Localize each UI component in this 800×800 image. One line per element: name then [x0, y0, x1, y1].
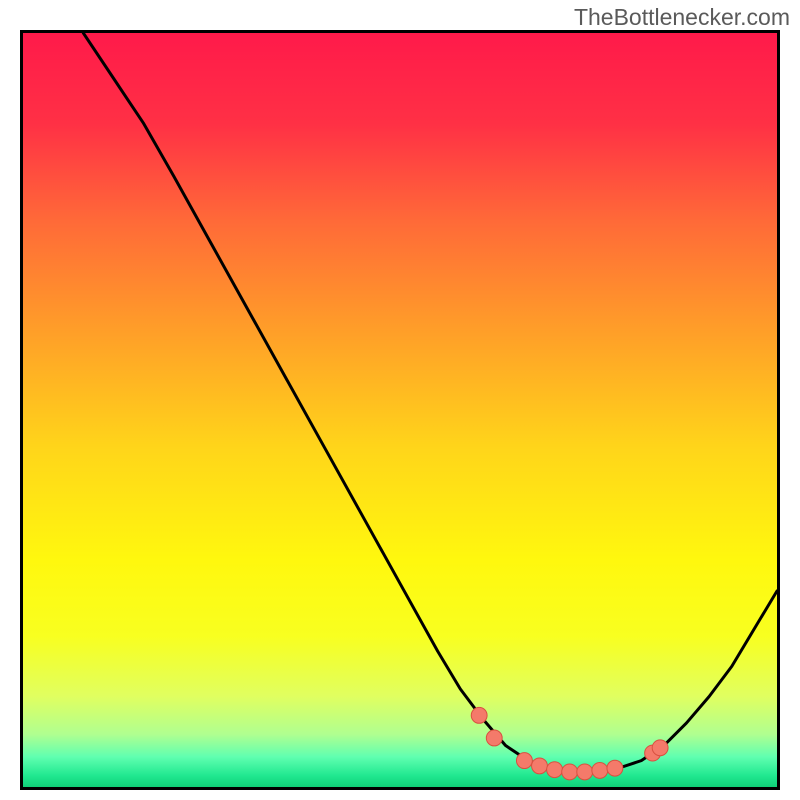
curve-layer — [23, 33, 777, 787]
curve-markers — [471, 707, 668, 779]
marker-dot — [592, 762, 608, 778]
marker-dot — [607, 760, 623, 776]
marker-dot — [471, 707, 487, 723]
bottleneck-curve — [83, 33, 777, 772]
marker-dot — [562, 764, 578, 780]
watermark-text: TheBottlenecker.com — [574, 4, 790, 31]
marker-dot — [577, 764, 593, 780]
marker-dot — [547, 762, 563, 778]
chart-container: TheBottlenecker.com — [0, 0, 800, 800]
plot-area — [20, 30, 780, 790]
marker-dot — [486, 730, 502, 746]
marker-dot — [652, 740, 668, 756]
marker-dot — [516, 753, 532, 769]
marker-dot — [532, 758, 548, 774]
